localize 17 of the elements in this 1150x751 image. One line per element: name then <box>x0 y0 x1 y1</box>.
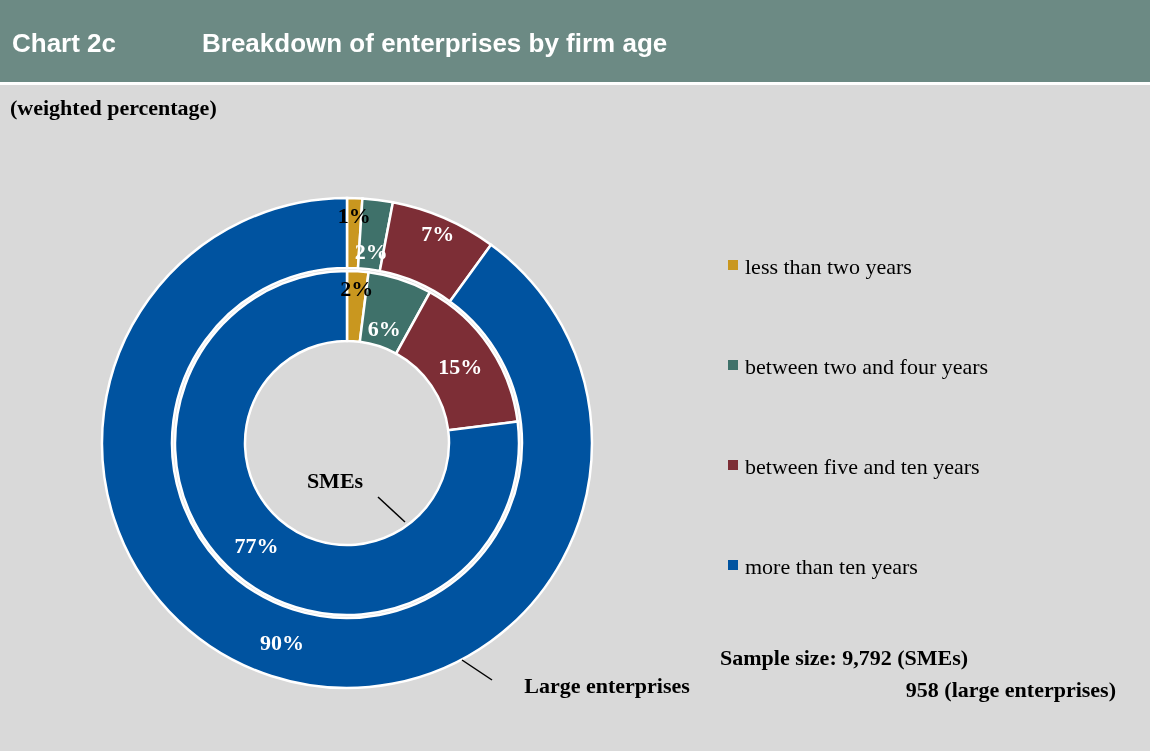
legend-label: between five and ten years <box>745 453 980 479</box>
data-label: 7% <box>421 221 455 247</box>
chart-subtitle: Breakdown of enterprises by firm age <box>202 28 668 58</box>
text: (weighted percentage) <box>10 95 217 120</box>
data-label: 6% <box>367 316 401 342</box>
data-label: 15% <box>438 353 483 379</box>
data-label: 90% <box>260 630 305 656</box>
data-label: 1% <box>337 202 371 228</box>
legend-label: between two and four years <box>745 353 989 379</box>
chart-title: Chart 2c <box>12 28 117 58</box>
legend-label: more than ten years <box>745 553 918 579</box>
data-label: 77% <box>234 533 279 559</box>
legend-label: less than two years <box>745 253 912 279</box>
slice-label: SMEs <box>306 468 364 493</box>
text: Sample size: 9,792 (SMEs) <box>720 645 969 670</box>
slice-label: Large enterprises <box>524 673 691 698</box>
text: 958 (large enterprises) <box>905 677 1116 702</box>
